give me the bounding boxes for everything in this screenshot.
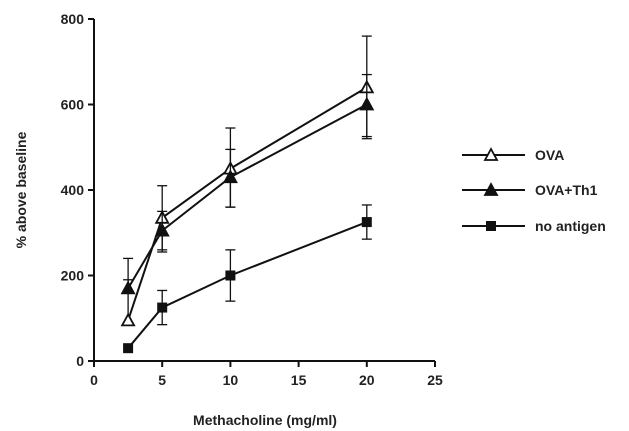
- y-tick-label: 400: [61, 182, 85, 198]
- legend-item: OVA+Th1: [462, 182, 598, 198]
- legend-marker: [483, 182, 499, 196]
- y-axis-label: % above baseline: [13, 131, 29, 248]
- series-line: [127, 86, 368, 321]
- data-point: [157, 302, 168, 313]
- x-axis-label: Methacholine (mg/ml): [193, 412, 337, 428]
- data-point: [120, 312, 136, 327]
- legend-item: no antigen: [462, 218, 606, 234]
- data-point: [123, 343, 134, 354]
- series-line: [127, 221, 368, 349]
- data-point: [120, 280, 136, 295]
- data-point: [361, 217, 372, 228]
- legend-marker: [483, 147, 499, 161]
- x-tick-label: 15: [291, 372, 307, 388]
- data-point: [225, 270, 236, 281]
- legend-item: OVA: [462, 147, 564, 163]
- y-tick-label: 0: [76, 353, 84, 369]
- y-tick-label: 200: [61, 268, 85, 284]
- legend-marker: [486, 221, 496, 231]
- data-point: [359, 96, 375, 111]
- legend: OVA OVA+Th1 no antigen: [462, 147, 606, 234]
- data-point: [222, 169, 238, 184]
- legend-label: OVA: [535, 147, 564, 163]
- series-no-antigen: [123, 204, 372, 354]
- legend-label: OVA+Th1: [535, 182, 598, 198]
- series-layer: [120, 35, 375, 354]
- x-tick-label: 25: [427, 372, 443, 388]
- series-ova: [120, 35, 375, 327]
- axes: 0 5 10 15 20 25 0 200 400 600 800: [61, 11, 443, 388]
- x-tick-label: 0: [90, 372, 98, 388]
- x-tick-label: 20: [359, 372, 375, 388]
- y-tick-label: 600: [61, 97, 85, 113]
- series-ova-th1: [120, 73, 375, 295]
- x-tick-label: 5: [158, 372, 166, 388]
- y-tick-label: 800: [61, 11, 85, 27]
- x-tick-label: 10: [223, 372, 239, 388]
- series-line: [127, 103, 368, 289]
- data-point: [154, 222, 170, 237]
- legend-label: no antigen: [535, 218, 606, 234]
